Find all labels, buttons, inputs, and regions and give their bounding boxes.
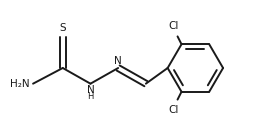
Text: H: H xyxy=(87,92,94,101)
Text: N: N xyxy=(87,85,94,95)
Text: N: N xyxy=(114,56,122,66)
Text: H₂N: H₂N xyxy=(10,79,30,89)
Text: Cl: Cl xyxy=(168,105,179,115)
Text: S: S xyxy=(59,23,66,33)
Text: Cl: Cl xyxy=(168,21,179,31)
